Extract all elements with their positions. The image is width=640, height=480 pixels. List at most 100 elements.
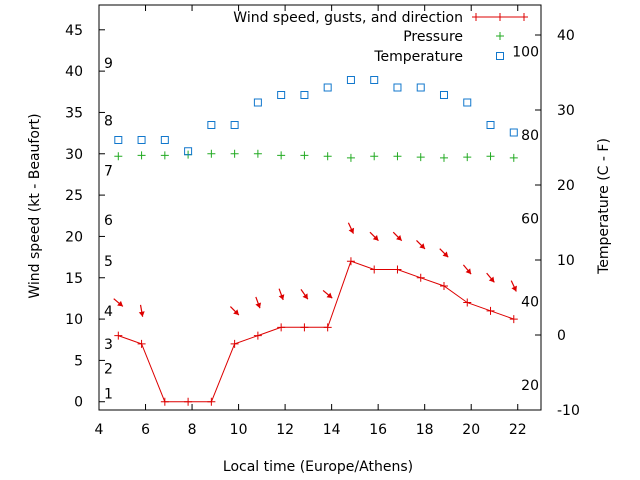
pressure-point [416,153,425,162]
wind-direction-arrow [486,272,495,283]
fahrenheit-label: 100 [512,45,539,61]
beaufort-label: 5 [104,254,113,270]
y-right-tick-label: 30 [557,103,575,119]
beaufort-label: 1 [104,386,113,402]
y-right-tick-label: 20 [557,178,575,194]
y-left-tick-label: 0 [74,395,83,411]
wind-speed-point [207,397,216,406]
pressure-point [346,153,355,162]
temperature-point [160,136,169,144]
legend-label-wind: Wind speed, gusts, and direction [233,10,463,26]
x-tick-label: 22 [509,422,527,438]
y-left-tick-label: 20 [65,229,83,245]
y-right-tick-label: -10 [557,403,580,419]
wind-direction-arrow [138,304,145,317]
wind-speed-point [323,323,332,332]
temperature-point [346,76,355,84]
y-left-tick-label: 35 [65,105,83,121]
x-tick-label: 12 [276,422,294,438]
beaufort-label: 9 [104,56,113,72]
fahrenheit-label: 20 [521,378,539,394]
legend-sample-wind-point [496,13,504,21]
series-layer [113,76,518,406]
pressure-point [509,153,518,162]
wind-speed-point [253,331,262,340]
x-tick-label: 18 [416,422,434,438]
wind-direction-arrow [416,240,426,250]
legend-sample-wind-point [472,13,480,21]
x-tick-label: 16 [369,422,387,438]
wind-speed-point [486,306,495,315]
wind-speed-point [160,397,169,406]
temperature-point [393,83,402,92]
pressure-point [393,152,402,161]
wind-direction-arrow [322,289,333,299]
wind-speed-point [463,298,472,307]
pressure-point [253,149,262,158]
x-tick-label: 20 [462,422,480,438]
temperature-point [416,83,425,92]
legend-sample-temperature [496,52,504,60]
fahrenheit-label: 60 [521,211,539,227]
wind-direction-arrow [300,289,309,300]
y-right-tick-label: 10 [557,253,575,269]
x-tick-label: 14 [323,422,341,438]
wind-direction-arrow [369,231,379,242]
y-axis-title-right: Temperature (C - F) [596,138,612,275]
x-tick-label: 4 [95,422,104,438]
temperature-point [370,76,379,84]
y-left-tick-label: 45 [65,23,83,39]
pressure-point [137,151,146,160]
legend-label-temperature: Temperature [373,49,463,65]
legend-label-pressure: Pressure [403,29,463,45]
wind-speed-point [114,331,123,340]
pressure-point [300,151,309,160]
pressure-point [114,152,123,161]
y-left-tick-label: 25 [65,188,83,204]
pressure-point [277,151,286,160]
fahrenheit-label: 80 [521,128,539,144]
wind-direction-arrow [510,280,517,292]
wind-direction-arrow [347,222,355,234]
y-axis-title-left: Wind speed (kt - Beaufort) [27,113,43,298]
pressure-point [207,149,216,158]
wind-speed-point [230,339,239,348]
pressure-point [230,149,239,158]
wind-speed-point [184,397,193,406]
y-left-tick-label: 30 [65,147,83,163]
wind-direction-arrow [392,231,403,242]
pressure-point [160,151,169,160]
temperature-point [323,83,332,92]
beaufort-label: 2 [104,362,113,378]
pressure-point [463,153,472,162]
wind-direction-arrow [113,298,124,307]
y-left-tick-label: 15 [65,271,83,287]
wind-speed-point [137,339,146,348]
beaufort-label: 7 [104,163,113,179]
temperature-point [114,136,123,144]
x-tick-label: 10 [230,422,248,438]
legend-sample-pressure [496,32,504,40]
temperature-point [486,121,495,129]
wind-speed-point [277,323,286,332]
y-left-tick-label: 40 [65,64,83,80]
y-left-tick-label: 5 [74,353,83,369]
pressure-point [370,152,379,161]
wind-direction-arrow [462,264,472,275]
wind-speed-point [416,273,425,282]
x-tick-label: 8 [188,422,197,438]
wind-speed-point [509,315,518,324]
temperature-point [439,91,448,99]
wind-speed-point [439,282,448,291]
y-right-tick-label: 0 [557,328,566,344]
wind-direction-arrow [255,296,262,309]
pressure-point [486,152,495,161]
x-axis-title: Local time (Europe/Athens) [223,459,413,475]
fahrenheit-label: 40 [521,295,539,311]
temperature-point [463,98,472,107]
y-left-tick-label: 10 [65,312,83,328]
plot-frame [98,4,542,411]
wind-direction-arrow [439,248,449,258]
temperature-point [184,147,193,156]
